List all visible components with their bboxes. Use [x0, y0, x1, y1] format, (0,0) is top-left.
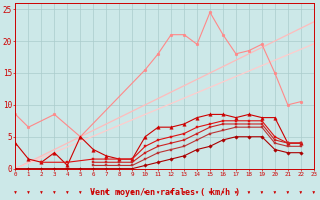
X-axis label: Vent moyen/en rafales ( km/h ): Vent moyen/en rafales ( km/h ): [90, 188, 240, 197]
